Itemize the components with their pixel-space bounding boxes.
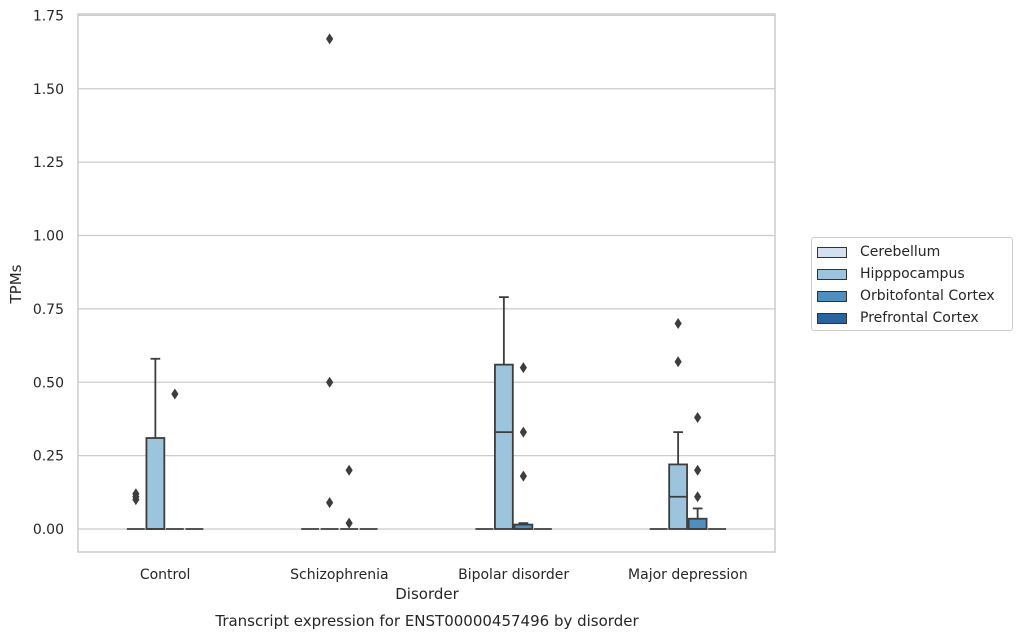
box-control-cerebellum [126,488,145,530]
box-rect [687,517,708,530]
y-tick-label: 1.25 [33,155,64,171]
legend-item-prefrontal-cortex: Prefrontal Cortex [817,308,979,328]
box-major-depression-orbitofontal-cortex [687,411,708,530]
box-rect [145,437,166,530]
y-tick-labels: 0.00 0.25 0.50 0.75 1.00 1.25 1.50 1.75 [33,8,64,538]
box-bipolar-disorder-orbitofontal-cortex [513,362,534,530]
box-control-hipppocampus [145,357,166,530]
box-major-depression-hipppocampus [668,318,688,530]
outlier-point [519,470,527,482]
y-tick-label: 1.00 [33,229,64,245]
y-tick-label: 1.75 [33,8,64,24]
plot-area-frame [77,13,776,553]
outlier-point [694,491,702,503]
legend-label-cerebellum: Cerebellum [860,244,941,260]
legend-item-cerebellum: Cerebellum [817,242,940,262]
outlier-point [326,376,334,388]
box-schizophrenia-orbitofontal-cortex [340,464,359,530]
x-tick-labels: Control Schizophrenia Bipolar disorder Majo… [140,567,748,583]
chart-caption: Transcript expression for ENST0000045749… [214,612,639,630]
outlier-point [345,517,353,529]
outlier-point [674,318,682,330]
outlier-point [326,33,334,45]
legend-item-orbitofrontal-cortex: Orbitofontal Cortex [817,286,995,306]
y-tick-label: 0.75 [33,302,64,318]
legend-item-hippocampus: Hipppocampus [817,264,965,284]
legend-label-orbitofrontal-cortex: Orbitofontal Cortex [860,288,995,304]
outlier-point [694,411,702,423]
box-rect [494,363,514,530]
outlier-point [132,491,140,503]
legend: Cerebellum Hipppocampus Orbitofontal Cor… [811,237,1013,331]
legend-swatch-orbitofrontal-cortex [817,290,847,302]
x-tick-label-schizophrenia: Schizophrenia [290,567,388,583]
outlier-point [694,464,702,476]
y-axis-title: TPMs [7,264,25,304]
outlier-point [519,362,527,374]
grid-lines [78,14,775,530]
y-tick-label: 0.50 [33,375,64,391]
legend-label-hippocampus: Hipppocampus [860,266,965,282]
legend-swatch-prefrontal-cortex [817,312,847,324]
legend-swatch-hippocampus [817,268,847,280]
outlier-point [171,388,179,400]
y-tick-label: 0.00 [33,522,64,538]
legend-label-prefrontal-cortex: Prefrontal Cortex [860,310,979,326]
box-marks [126,33,727,530]
outlier-point [326,497,334,509]
legend-swatch-cerebellum [817,246,847,258]
box-schizophrenia-hipppocampus [320,33,339,530]
outlier-point [345,464,353,476]
y-tick-label: 1.50 [33,82,64,98]
outlier-point [519,426,527,438]
x-tick-label-bipolar-disorder: Bipolar disorder [458,567,569,583]
x-tick-label-control: Control [140,567,191,583]
box-control-orbitofontal-cortex [165,388,184,530]
x-axis-title: Disorder [395,585,459,603]
outlier-point [674,356,682,368]
box-bipolar-disorder-hipppocampus [494,296,514,530]
y-tick-label: 0.25 [33,449,64,465]
x-tick-label-major-depression: Major depression [628,567,748,583]
